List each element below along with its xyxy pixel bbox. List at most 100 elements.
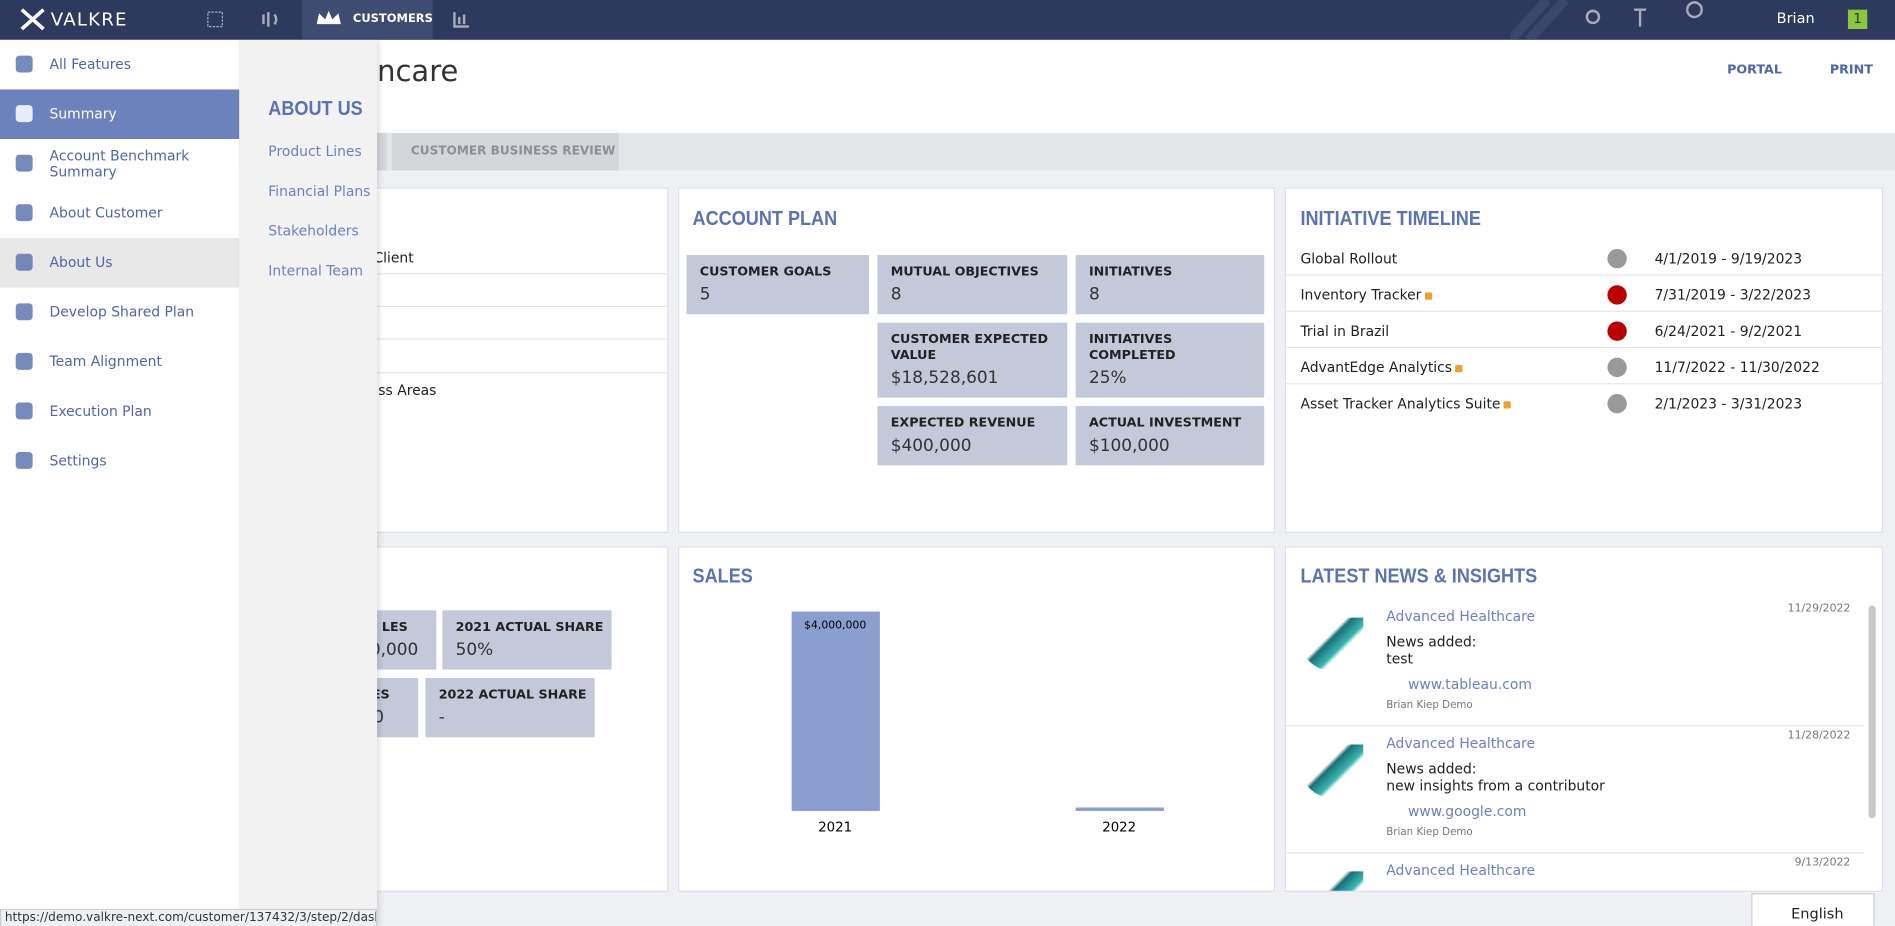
sidebar-label[interactable]: Develop Shared Plan — [49, 303, 195, 321]
x-tick-label: 2022 — [1102, 821, 1136, 836]
initiative-name[interactable]: Inventory Tracker — [1300, 286, 1433, 303]
sidebar-label[interactable]: Account Benchmark Summary — [49, 147, 190, 181]
sidebar-icon[interactable] — [15, 253, 33, 271]
sidebar-item[interactable]: Develop Shared Plan — [0, 288, 239, 338]
sidebar-label[interactable]: About Customer — [49, 204, 163, 222]
nav-icons[interactable] — [205, 10, 483, 29]
news-date: 11/28/2022 — [1787, 729, 1851, 743]
nav-customers[interactable]: CUSTOMERS — [352, 12, 433, 26]
plan-tile[interactable]: CUSTOMER EXPECTED VALUE $18,528,601 — [877, 322, 1068, 398]
tile-value: 50% — [455, 640, 494, 660]
share-tile: 2021 ACTUAL SHARE 50% — [442, 610, 612, 670]
sidebar-label[interactable]: About Us — [49, 253, 113, 271]
tile-label: INITIATIVES — [1088, 264, 1173, 280]
tile-value: 8 — [890, 285, 902, 305]
sidebar-item[interactable]: Account Benchmark Summary — [0, 139, 239, 189]
sidebar-icon[interactable] — [15, 352, 33, 370]
sidebar-label[interactable]: Settings — [49, 452, 107, 469]
tile-value: 5 — [699, 285, 711, 305]
sidebar-item[interactable]: About Customer — [0, 189, 239, 239]
news-panel: LATEST NEWS & INSIGHTS Advanced Healthca… — [1284, 546, 1883, 892]
sidebar-icon[interactable] — [15, 105, 33, 123]
initiative-name[interactable]: Asset Tracker Analytics Suite — [1300, 395, 1512, 412]
language-label[interactable]: English — [1791, 905, 1844, 923]
news-source[interactable]: Advanced Healthcare — [1386, 734, 1536, 752]
sidebar-icon[interactable] — [15, 154, 33, 172]
sidebar-item[interactable]: All Features — [0, 40, 239, 90]
portal-button[interactable]: PORTAL — [1727, 62, 1782, 78]
row-divider — [1285, 310, 1882, 312]
tile-label: 2022 ACTUAL SHARE — [438, 687, 587, 703]
news-author: Brian Kiep Demo — [1386, 699, 1473, 712]
notification-badge[interactable]: 1 — [1847, 9, 1868, 30]
news-source[interactable]: Advanced Healthcare — [1386, 607, 1536, 625]
news-link[interactable]: www.tableau.com — [1408, 675, 1532, 693]
sidebar-item[interactable]: About Us — [0, 238, 240, 288]
tab-label[interactable]: CUSTOMER BUSINESS REVIEW — [410, 145, 616, 159]
sidebar-item[interactable]: Settings — [0, 436, 239, 486]
sales-chart: $4,000,000 2021 2022 — [791, 611, 1164, 836]
sidebar-icon[interactable] — [15, 303, 33, 321]
sidebar-item[interactable]: Execution Plan — [0, 387, 239, 437]
tile-label: CUSTOMER GOALS — [699, 264, 832, 280]
plan-tile[interactable]: INITIATIVES COMPLETED 25% — [1075, 322, 1265, 398]
initiative-name[interactable]: Global Rollout — [1300, 250, 1398, 268]
submenu-item[interactable]: Product Lines — [268, 142, 362, 160]
news-link[interactable]: www.google.com — [1408, 802, 1527, 820]
submenu-item[interactable]: Stakeholders — [268, 222, 359, 240]
cancelled-icon — [1607, 357, 1627, 378]
scrollbar[interactable] — [1868, 605, 1876, 819]
tile-label: 2021 ACTUAL SHARE — [455, 620, 604, 635]
print-button[interactable]: PRINT — [1829, 62, 1873, 78]
nav-decoration — [1510, 0, 1703, 40]
plan-tile[interactable]: INITIATIVES 8 — [1075, 255, 1265, 315]
language-selector[interactable]: English — [1751, 893, 1875, 926]
bar-label: $4,000,000 — [804, 618, 866, 631]
tab[interactable]: CUSTOMER BUSINESS REVIEW — [391, 132, 619, 171]
tile-value: 8 — [1088, 285, 1100, 305]
plan-tile[interactable]: MUTUAL OBJECTIVES 8 — [877, 255, 1068, 315]
submenu-item[interactable]: Financial Plans — [268, 182, 371, 200]
tile-value: $400,000 — [890, 436, 972, 456]
initiative-timeline-panel: INITIATIVE TIMELINE Global Rollout 4/1/20… — [1284, 187, 1883, 533]
sidebar-icon[interactable] — [15, 55, 33, 73]
news-source[interactable]: Advanced Healthcare — [1386, 861, 1536, 879]
plan-tile[interactable]: CUSTOMER GOALS 5 — [686, 255, 869, 315]
status-url: https://demo.valkre-next.com/customer/13… — [4, 911, 378, 925]
page-title: ncare — [377, 54, 459, 89]
news-kind: News added: — [1386, 633, 1477, 651]
submenu-item[interactable]: Internal Team — [268, 262, 364, 280]
initiative-name[interactable]: AdvantEdge Analytics — [1300, 359, 1463, 376]
initiative-dates: 2/1/2023 - 3/31/2023 — [1654, 395, 1803, 413]
sidebar-icon[interactable] — [15, 452, 33, 469]
account-plan-panel: ACCOUNT PLAN CUSTOMER GOALS 5 MUTUAL OBJEC… — [678, 187, 1276, 533]
tile-value: 0,000 — [369, 640, 419, 660]
initiative-dates: 7/31/2019 - 3/22/2023 — [1654, 286, 1811, 304]
plan-tile[interactable]: EXPECTED REVENUE $400,000 — [877, 406, 1068, 466]
sidebar-icon[interactable] — [15, 204, 33, 222]
plan-tile[interactable]: ACTUAL INVESTMENT $100,000 — [1075, 406, 1265, 466]
sidebar-item[interactable]: Team Alignment — [0, 337, 239, 387]
sidebar-label[interactable]: Summary — [49, 105, 117, 123]
lock-icon — [1455, 364, 1463, 373]
panel-title: ACCOUNT PLAN — [692, 206, 838, 230]
panel-title: SALES — [692, 564, 753, 588]
x-tick-label: 2021 — [818, 821, 852, 836]
sidebar-label[interactable]: Execution Plan — [49, 402, 152, 420]
user-name[interactable]: Brian — [1776, 9, 1815, 27]
tile-value: - — [438, 708, 445, 728]
brand: VALKRE — [50, 8, 128, 31]
sidebar-label[interactable]: All Features — [49, 55, 131, 73]
sidebar-item[interactable]: Summary — [0, 89, 240, 139]
initiative-dates: 6/24/2021 - 9/2/2021 — [1654, 322, 1803, 340]
tile-label: ACTUAL INVESTMENT — [1088, 415, 1242, 431]
row-divider — [242, 338, 668, 340]
sidebar-label[interactable]: Team Alignment — [49, 352, 162, 370]
row-divider — [1285, 383, 1882, 385]
cancelled-icon — [1607, 394, 1627, 414]
panel-title: LATEST NEWS & INSIGHTS — [1300, 564, 1538, 588]
initiative-name[interactable]: Trial in Brazil — [1300, 322, 1390, 340]
sidebar-icon[interactable] — [15, 402, 33, 420]
tile-label: MUTUAL OBJECTIVES — [890, 264, 1039, 280]
